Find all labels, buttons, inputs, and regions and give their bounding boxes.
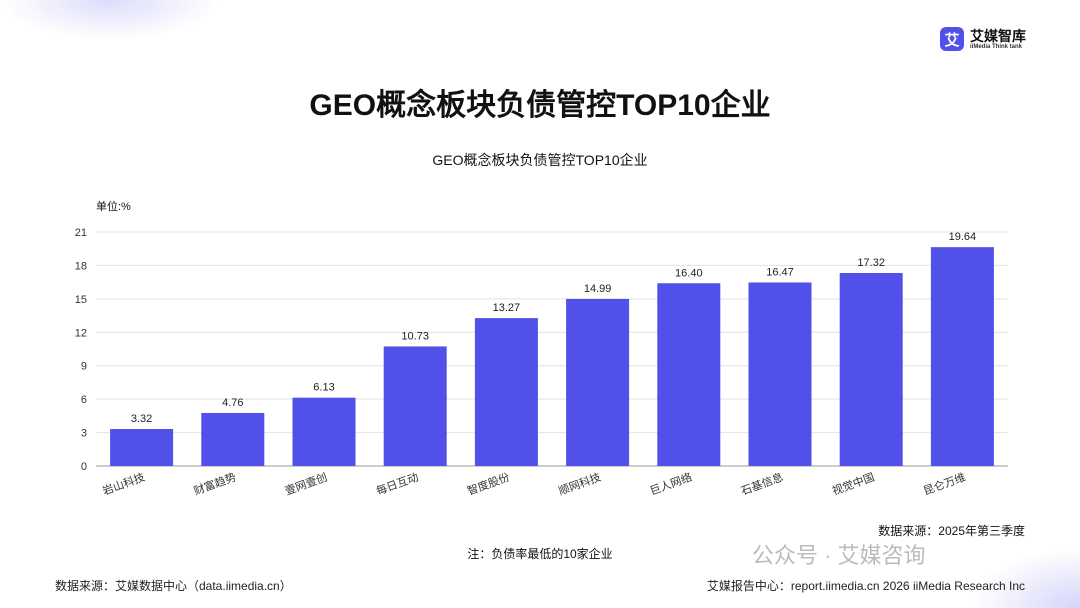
- data-label: 17.32: [857, 257, 885, 269]
- data-label: 14.99: [584, 283, 612, 295]
- data-label: 4.76: [222, 397, 243, 409]
- bar: [110, 429, 174, 466]
- logo-name: 艾媒智库: [970, 27, 1026, 44]
- x-tick-label: 每日互动: [374, 470, 420, 498]
- y-tick-label: 18: [75, 260, 87, 272]
- logo: 艾 艾媒智库 iiMedia Think tank: [940, 27, 1026, 51]
- bar: [930, 247, 994, 466]
- decor-blob: [970, 548, 1080, 608]
- page-title: GEO概念板块负债管控TOP10企业: [309, 89, 771, 122]
- x-tick-label: 壹网壹创: [283, 471, 329, 498]
- x-tick-label: 智度股份: [465, 470, 511, 498]
- y-tick-label: 21: [75, 227, 87, 239]
- y-tick-label: 12: [75, 327, 87, 339]
- bar: [657, 283, 721, 466]
- decor-blob: [0, 0, 220, 40]
- x-tick-label: 巨人网络: [648, 470, 694, 498]
- x-tick-label: 财富趋势: [192, 470, 238, 498]
- y-axis-label: 单位:%: [96, 201, 131, 213]
- data-label: 3.32: [131, 413, 152, 425]
- bar: [474, 318, 538, 466]
- data-label: 13.27: [493, 302, 521, 314]
- footer-report: 艾媒报告中心：report.iimedia.cn 2026 iiMedia Re…: [706, 579, 1025, 593]
- x-tick-label: 昆仑万维: [921, 470, 967, 498]
- y-tick-label: 9: [81, 361, 87, 373]
- chart-note: 注：负债率最低的10家企业: [467, 547, 613, 561]
- bar: [839, 273, 903, 466]
- logo-icon: 艾: [940, 27, 964, 51]
- bar: [748, 282, 812, 466]
- data-label: 10.73: [401, 330, 429, 342]
- data-label: 16.47: [766, 266, 794, 278]
- chart-title: GEO概念板块负债管控TOP10企业: [432, 152, 648, 168]
- bar-chart: 0 3 6 9 12 15 18 21 3.32 岩山科技 4.76 财富趋势 6.13 壹网壹创 10.7…: [75, 227, 1008, 498]
- data-period: 数据来源：2025年第三季度: [878, 524, 1025, 538]
- y-tick-label: 3: [81, 428, 87, 440]
- watermark: 公众号 · 艾媒咨询: [752, 543, 926, 568]
- data-label: 6.13: [313, 382, 334, 394]
- data-label: 19.64: [949, 231, 977, 243]
- x-tick-label: 岩山科技: [100, 470, 146, 498]
- footer-source: 数据来源：艾媒数据中心（data.iimedia.cn）: [55, 579, 292, 593]
- x-tick-label: 石基信息: [739, 470, 785, 498]
- data-label: 16.40: [675, 267, 703, 279]
- y-tick-label: 6: [81, 394, 87, 406]
- bar: [201, 412, 265, 466]
- bar: [383, 346, 447, 466]
- x-tick-label: 顺网科技: [556, 470, 602, 498]
- y-tick-label: 0: [81, 461, 87, 473]
- x-tick-label: 视觉中国: [830, 470, 876, 498]
- y-tick-label: 15: [75, 294, 87, 306]
- logo-name-en: iiMedia Think tank: [970, 43, 1023, 50]
- bar: [292, 397, 356, 466]
- bar: [566, 298, 630, 466]
